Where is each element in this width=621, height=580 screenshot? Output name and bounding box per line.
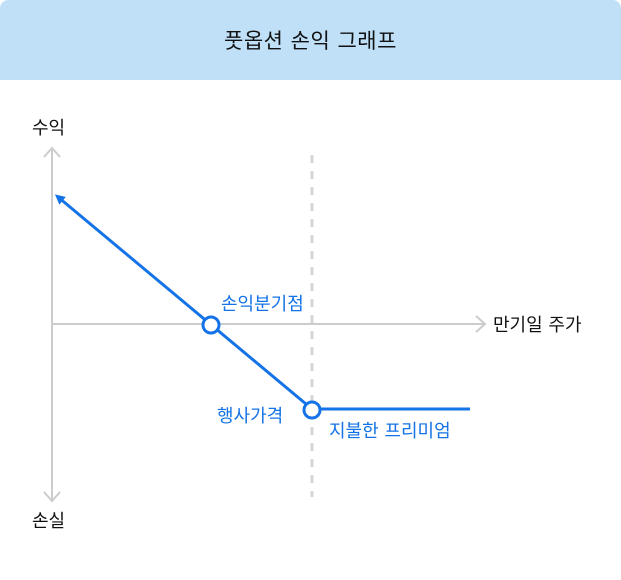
breakeven-point — [201, 315, 221, 335]
y-axis-loss-label: 손실 — [32, 511, 65, 532]
x-axis-label: 만기일 주가 — [493, 315, 582, 336]
header-bar: 풋옵션 손익 그래프 — [0, 0, 621, 80]
y-axis-down-arrowhead — [43, 491, 61, 503]
y-axis-profit-label: 수익 — [32, 118, 65, 139]
premium-paid-label: 지불한 프리미엄 — [329, 421, 451, 442]
breakeven-label: 손익분기점 — [221, 294, 304, 315]
strike-price-label: 행사가격 — [217, 406, 283, 427]
x-axis-arrowhead — [475, 315, 487, 333]
diagram-title: 풋옵션 손익 그래프 — [224, 29, 397, 53]
strike-point — [302, 400, 322, 420]
y-axis-up-arrowhead — [43, 146, 61, 158]
payoff-line-profit-segment — [54, 194, 313, 411]
